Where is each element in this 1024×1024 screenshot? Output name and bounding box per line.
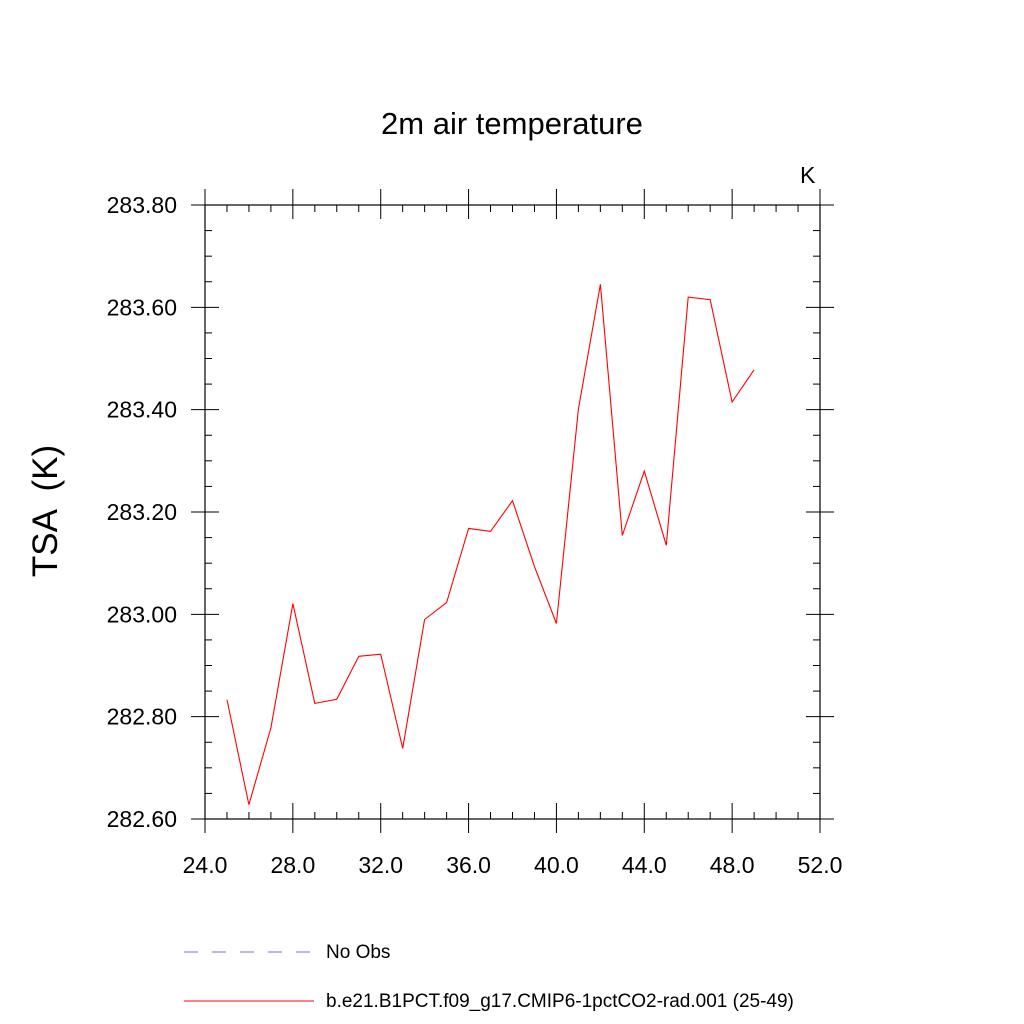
x-tick-label: 32.0 (358, 852, 403, 878)
y-tick-label: 283.60 (107, 294, 177, 320)
legend-label-model-run: b.e21.B1PCT.f09_g17.CMIP6-1pctCO2-rad.00… (326, 991, 794, 1012)
x-tick-label: 48.0 (710, 852, 755, 878)
chart-title: 2m air temperature (381, 106, 643, 141)
x-tick-label: 24.0 (183, 852, 228, 878)
y-tick-label: 283.20 (107, 499, 177, 525)
x-tick-label: 52.0 (798, 852, 843, 878)
y-tick-label: 282.80 (107, 704, 177, 730)
x-tick-label: 36.0 (446, 852, 491, 878)
plot-frame (204, 204, 821, 820)
y-tick-label: 283.00 (107, 601, 177, 627)
x-tick-label: 28.0 (270, 852, 315, 878)
x-tick-label: 40.0 (534, 852, 579, 878)
plot-axes (204, 204, 821, 820)
y-tick-label: 282.60 (107, 806, 177, 832)
x-tick-label: 44.0 (622, 852, 667, 878)
units-label: K (800, 162, 816, 188)
tick-labels: 24.0 28.0 32.0 36.0 40.0 44.0 48.0 52.0 282.60 28… (107, 192, 843, 878)
series-lines (226, 284, 755, 805)
y-tick-label: 283.80 (107, 192, 177, 218)
axis-ticks (191, 189, 834, 833)
series-line-1 (226, 284, 755, 805)
y-axis-label: TSA (K) (26, 444, 65, 578)
legend (184, 951, 314, 1002)
y-tick-label: 283.40 (107, 397, 177, 423)
legend-label-no-obs: No Obs (326, 942, 391, 963)
